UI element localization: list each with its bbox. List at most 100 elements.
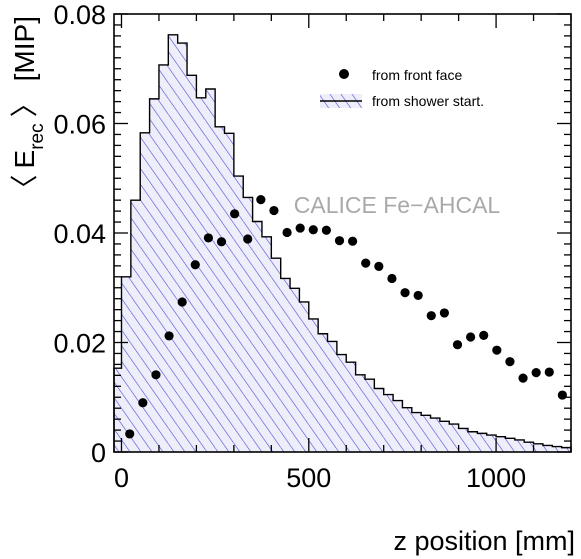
data-point: [413, 290, 423, 301]
histogram-bin: [533, 443, 543, 452]
histogram-bin: [467, 431, 478, 452]
data-point: [387, 273, 397, 284]
x-tick-label: 0: [114, 463, 129, 493]
data-point: [256, 195, 266, 205]
y-tick-label: 0.02: [53, 329, 106, 359]
histogram-bin: [524, 442, 534, 452]
histogram-bin: [243, 197, 253, 452]
y-axis-label-symbol: E: [9, 150, 40, 169]
histogram-bin: [411, 412, 422, 452]
data-point: [334, 236, 345, 246]
histogram-layer: [113, 34, 572, 453]
data-point: [544, 367, 554, 377]
histogram-bin: [224, 133, 234, 453]
histogram-bin: [346, 362, 356, 452]
data-point: [151, 370, 161, 380]
histogram-bin: [318, 333, 328, 452]
x-axis-label: z position [mm]: [393, 526, 575, 556]
histogram-bin: [505, 438, 515, 452]
y-tick-label: 0.06: [53, 110, 106, 140]
data-point: [190, 260, 200, 270]
data-point: [321, 225, 331, 235]
data-point: [295, 223, 305, 233]
data-point: [138, 398, 148, 408]
histogram-bin: [327, 341, 337, 452]
data-point: [479, 330, 489, 340]
histogram-bin: [364, 379, 375, 452]
points-layer: [125, 195, 567, 439]
data-point: [203, 233, 213, 243]
histogram-bin: [130, 200, 141, 452]
data-point: [361, 258, 371, 268]
histogram-bin: [355, 374, 365, 452]
data-point: [164, 331, 174, 341]
histogram-bin: [299, 301, 309, 452]
data-point: [531, 368, 541, 378]
data-point: [439, 308, 449, 318]
ticks-layer: [114, 13, 572, 453]
data-point: [518, 373, 528, 383]
y-axis-label-subscript: rec: [27, 123, 48, 149]
histogram-bin: [158, 64, 169, 452]
data-point: [505, 357, 515, 367]
histogram-bin: [514, 439, 525, 452]
histogram-bin: [336, 354, 347, 452]
histogram-bin: [290, 288, 300, 452]
data-point: [400, 288, 410, 298]
histogram-bin: [196, 97, 206, 452]
histogram-bin: [458, 428, 468, 452]
histogram-bin: [205, 89, 216, 452]
histogram-bin: [261, 236, 272, 452]
histogram-bin: [449, 424, 459, 452]
histogram-bin: [168, 34, 178, 453]
x-tick-label: 1000: [466, 463, 526, 493]
histogram-bin: [140, 132, 150, 452]
histogram-bin: [383, 394, 394, 452]
histogram-bin: [149, 98, 159, 453]
data-point: [269, 205, 279, 216]
histogram-bin: [561, 447, 571, 452]
data-point: [374, 261, 384, 271]
histogram-bin: [280, 278, 291, 452]
legend-marker-points: [339, 69, 349, 79]
histogram-bin: [421, 415, 431, 452]
histogram-bin: [477, 433, 487, 452]
histogram-outline: [113, 34, 572, 452]
histogram-bin: [430, 418, 440, 452]
y-axis-label-open: 〈: [9, 174, 40, 202]
histogram-bin: [374, 388, 384, 452]
y-tick-label: 0: [91, 438, 106, 468]
histogram-bin: [402, 407, 412, 452]
histogram-bin: [177, 43, 188, 452]
tick-labels-layer: 0 500 1000 0 0.02 0.04 0.06 0.08: [53, 0, 526, 493]
data-point: [308, 225, 318, 235]
histogram-bin: [233, 176, 244, 452]
histogram-bin: [114, 368, 122, 452]
data-point: [348, 236, 358, 246]
legend-label-shower-start: from shower start.: [372, 93, 484, 109]
histogram-bin: [121, 276, 131, 452]
y-tick-label: 0.08: [53, 0, 106, 30]
histogram-bin: [486, 435, 497, 452]
y-axis-label-close: 〉: [9, 89, 40, 117]
histogram-bin: [308, 318, 319, 452]
legend: from front face from shower start.: [320, 67, 484, 109]
data-point: [125, 429, 135, 439]
data-point: [557, 390, 567, 400]
watermark: CALICE Fe−AHCAL: [294, 192, 501, 218]
histogram-bin: [552, 446, 562, 452]
data-point: [177, 297, 187, 307]
data-point: [282, 227, 292, 238]
histogram-bin: [215, 126, 225, 452]
histogram-bin: [542, 445, 553, 452]
data-point: [452, 340, 463, 350]
legend-label-front-face: from front face: [372, 67, 462, 83]
y-axis-label: 〈 Erec 〉 [MIP]: [9, 16, 48, 202]
histogram-bin: [271, 258, 281, 452]
data-point: [243, 234, 253, 244]
data-point: [426, 311, 436, 321]
svg-text:〈Erec〉[MIP]: 〈 Erec 〉 [MIP]: [9, 16, 48, 202]
histogram-bin: [496, 436, 506, 452]
y-tick-label: 0.04: [53, 219, 106, 249]
